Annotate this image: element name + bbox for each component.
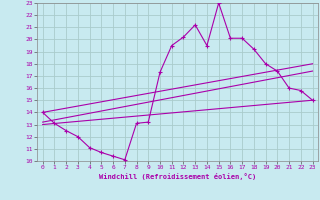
X-axis label: Windchill (Refroidissement éolien,°C): Windchill (Refroidissement éolien,°C): [99, 173, 256, 180]
